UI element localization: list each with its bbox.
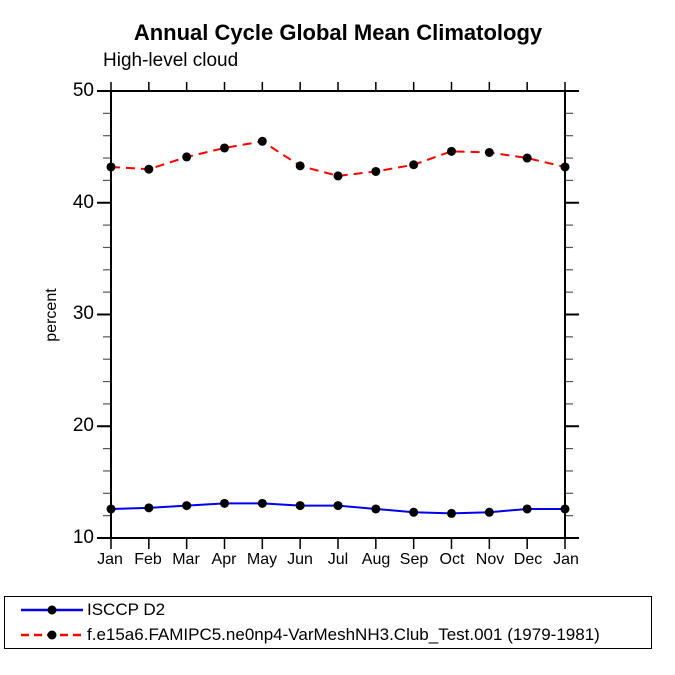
x-tick-label: Feb (134, 551, 162, 568)
chart-subtitle: High-level cloud (103, 50, 239, 71)
data-point-marker (144, 164, 154, 174)
data-point-marker (295, 501, 305, 511)
y-tick-label: 10 (72, 527, 94, 548)
x-tick-label: Apr (211, 551, 237, 568)
legend-label: f.e15a6.FAMIPC5.ne0np4-VarMeshNH3.Club_T… (87, 625, 600, 644)
x-tick-label: Dec (513, 551, 543, 568)
data-point-marker (182, 152, 192, 162)
data-point-marker (257, 498, 267, 508)
data-point-marker (144, 503, 154, 513)
legend-marker (47, 630, 57, 640)
legend-line-sample (21, 630, 83, 640)
y-tick-label: 40 (72, 192, 94, 213)
legend-line-sample (21, 605, 83, 615)
data-point-marker (106, 504, 116, 514)
data-point-marker (484, 147, 494, 157)
data-point-marker (371, 504, 381, 514)
y-tick-label: 50 (72, 80, 94, 101)
legend-entry: ISCCP D2 (5, 599, 651, 621)
chart-title: Annual Cycle Global Mean Climatology (133, 20, 543, 45)
legend-marker (47, 605, 57, 615)
x-tick-label: Jul (327, 551, 349, 568)
data-point-marker (560, 162, 570, 172)
data-point-marker (333, 171, 343, 181)
x-tick-label: Mar (172, 551, 200, 568)
data-point-marker (220, 498, 229, 508)
data-point-marker (333, 501, 343, 511)
x-tick-label: Jun (287, 551, 313, 568)
data-point-marker (182, 501, 192, 511)
series-line-1 (110, 140, 566, 177)
data-point-marker (447, 508, 456, 518)
y-tick-label: 30 (72, 303, 94, 324)
x-tick-label: Jan (553, 551, 579, 568)
x-tick-label: Oct (439, 551, 465, 568)
x-axis-labels: Jan Feb Mar Apr May Jun Jul Aug Sep Oct … (92, 551, 584, 569)
x-tick-label: Nov (475, 551, 505, 568)
x-tick-label: Jan (97, 551, 123, 568)
data-point-marker (371, 166, 381, 176)
data-point-marker (257, 136, 267, 146)
legend-box: ISCCP D2 f.e15a6.FAMIPC5.ne0np4-VarMeshN… (4, 596, 652, 649)
x-tick-label: Aug (361, 551, 391, 568)
data-point-marker (106, 162, 116, 172)
plot-frame (110, 90, 566, 539)
x-tick-label: May (246, 551, 278, 568)
data-point-marker (522, 153, 532, 163)
y-tick-label: 20 (72, 415, 94, 436)
legend-label: ISCCP D2 (87, 600, 166, 619)
data-point-marker (560, 504, 570, 514)
data-point-marker (409, 160, 419, 170)
data-point-marker (409, 507, 419, 517)
data-point-marker (484, 507, 494, 517)
data-point-marker (220, 143, 229, 153)
data-point-marker (295, 161, 305, 171)
x-tick-label: Sep (399, 551, 429, 568)
legend-entry: f.e15a6.FAMIPC5.ne0np4-VarMeshNH3.Club_T… (5, 624, 651, 646)
data-point-marker (447, 146, 456, 156)
data-point-marker (522, 504, 532, 514)
